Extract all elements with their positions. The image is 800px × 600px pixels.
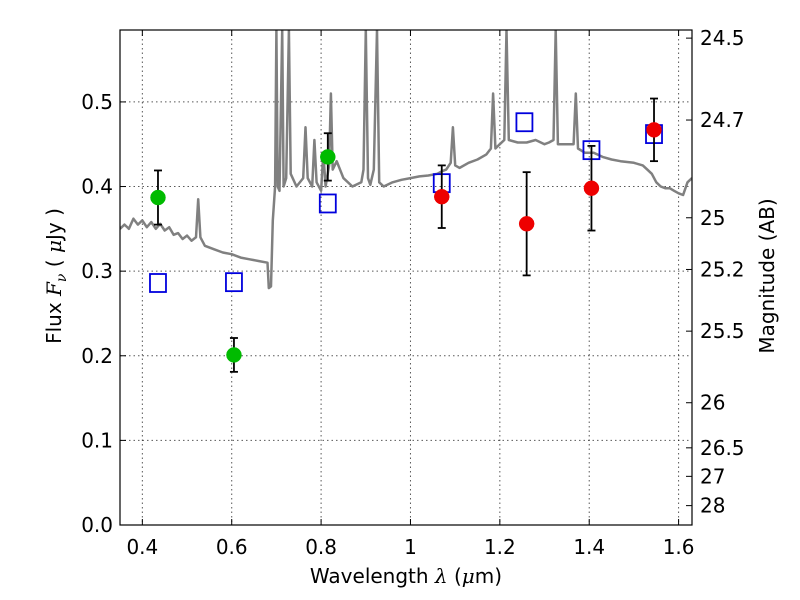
y2-tick-label: 28	[700, 494, 725, 518]
y-tick-label: 0.0	[81, 513, 113, 537]
y-tick-label: 0.1	[81, 428, 113, 452]
data-point	[518, 216, 535, 232]
y2-tick-label: 26.5	[700, 436, 745, 460]
data-point	[583, 180, 600, 196]
data-point	[646, 122, 662, 138]
x-tick-label: 0.8	[305, 535, 337, 559]
model-square-marker	[149, 273, 167, 293]
y-tick-label: 0.4	[81, 175, 113, 199]
y2-tick-label: 27	[700, 464, 725, 488]
data-point	[226, 347, 242, 363]
plot-area	[120, 30, 692, 373]
data-point	[320, 149, 336, 165]
x-tick-label: 1.6	[663, 535, 695, 559]
y2-tick-label: 25	[700, 206, 725, 230]
model-square-marker	[318, 193, 337, 214]
axis-ticks	[120, 30, 692, 526]
x-tick-label: 1	[404, 535, 417, 559]
x-tick-label: 0.6	[216, 535, 248, 559]
y2-tick-label: 26	[700, 391, 725, 415]
spectrum-line	[120, 30, 692, 290]
plot-frame	[119, 29, 693, 526]
data-point	[150, 189, 166, 206]
y-axis-label: Flux Fν ( μJy )	[42, 208, 70, 344]
y-tick-label: 0.2	[81, 344, 113, 368]
observed-photometry-series	[150, 122, 662, 363]
x-axis-label: Wavelength λ (μm)	[310, 564, 502, 588]
y2-tick-label: 24.5	[700, 26, 745, 50]
tick-labels: 0.4 0.6 0.8 1 1.2 1.4 1.6 0.0 0.1 0.2 0.3 0.4 0.5 24.…	[81, 26, 744, 559]
model-square-marker	[515, 112, 534, 133]
x-tick-label: 1.4	[573, 535, 605, 559]
x-tick-label: 0.4	[126, 535, 158, 559]
y2-axis-label: Magnitude (AB)	[755, 198, 779, 353]
x-tick-label: 1.2	[484, 535, 516, 559]
y2-tick-label: 25.5	[700, 319, 745, 343]
data-point	[434, 188, 450, 205]
spectrum-series	[120, 30, 692, 290]
y-tick-label: 0.5	[81, 90, 113, 114]
y2-tick-label: 24.7	[700, 108, 745, 132]
y-tick-label: 0.3	[81, 259, 113, 283]
y2-tick-label: 25.2	[700, 257, 745, 281]
model-square-marker	[225, 272, 243, 293]
